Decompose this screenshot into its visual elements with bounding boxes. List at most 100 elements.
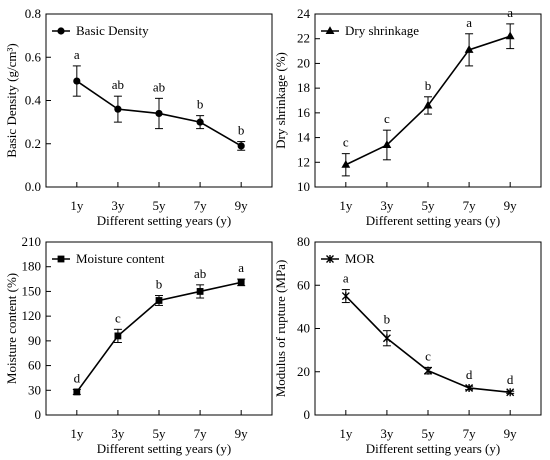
legend-label: Basic Density	[76, 23, 149, 38]
y-tick-label: 40	[297, 321, 310, 336]
x-tick-label: 3y	[380, 426, 394, 441]
x-axis-label: Different setting years (y)	[97, 441, 231, 456]
y-tick-label: 20	[297, 364, 310, 379]
x-tick-label: 3y	[111, 426, 125, 441]
x-tick-label: 5y	[422, 426, 436, 441]
significance-letter: b	[197, 97, 204, 112]
x-tick-label: 7y	[194, 426, 208, 441]
x-tick-label: 5y	[153, 198, 167, 213]
y-tick-label: 60	[28, 358, 41, 373]
marker-square-1	[114, 332, 122, 340]
y-tick-label: 0.0	[25, 179, 41, 194]
significance-letter: ab	[112, 77, 124, 92]
marker-triangle-0	[341, 159, 351, 168]
marker-circle-1	[114, 105, 122, 113]
chart-panel-1: 0.0 0.2 0.4 0.6 0.8 1y 3y 5y 7y 9y Different setti…	[4, 6, 273, 228]
x-tick-label: 9y	[504, 426, 518, 441]
significance-letter: c	[384, 111, 390, 126]
y-tick-label: 150	[22, 283, 42, 298]
y-tick-label: 180	[22, 259, 42, 274]
marker-square-legend	[57, 255, 65, 263]
x-tick-label: 1y	[70, 426, 84, 441]
marker-x-3	[465, 383, 474, 392]
y-tick-label: 0.4	[25, 93, 42, 108]
y-tick-label: 0	[304, 407, 311, 422]
chart-panel-2: 10 12 14 16 18 20 22 24 1y 3y 5y 7y 9y Different sett…	[273, 5, 542, 228]
x-tick-label: 1y	[70, 198, 84, 213]
x-tick-label: 1y	[339, 426, 353, 441]
y-tick-label: 30	[28, 382, 41, 397]
x-tick-label: 9y	[235, 198, 249, 213]
y-tick-label: 20	[297, 55, 310, 70]
marker-triangle-3	[464, 45, 474, 53]
marker-circle-2	[155, 109, 163, 118]
significance-letter: b	[384, 312, 391, 327]
x-axis-label: Different setting years (y)	[97, 213, 231, 228]
y-tick-label: 0.2	[25, 136, 41, 151]
significance-letter: c	[425, 348, 431, 363]
y-tick-label: 90	[28, 333, 41, 348]
significance-letter: ab	[194, 266, 206, 281]
marker-triangle-4	[505, 31, 515, 40]
significance-letter: d	[507, 372, 514, 387]
y-tick-label: 120	[22, 308, 42, 323]
significance-letter: a	[238, 260, 244, 275]
legend-label: Moisture content	[76, 251, 165, 266]
marker-triangle-legend	[325, 26, 335, 34]
y-tick-label: 18	[297, 80, 310, 95]
legend-label: MOR	[345, 251, 375, 266]
marker-square-0	[73, 388, 81, 396]
legend-label: Dry shrinkage	[345, 23, 419, 38]
y-axis-label: Modulus of rupture (MPa)	[273, 260, 288, 398]
y-tick-label: 10	[297, 179, 310, 194]
significance-letter: a	[507, 5, 513, 20]
x-axis-label: Different setting years (y)	[366, 441, 500, 456]
chart-panel-3: 0 30 60 90 120 150 180 210 1y 3y 5y 7y 9y Different s…	[4, 234, 273, 456]
x-tick-label: 9y	[504, 198, 518, 213]
significance-letter: c	[115, 310, 121, 325]
marker-x-1	[382, 334, 391, 343]
x-tick-label: 5y	[422, 198, 436, 213]
y-tick-label: 210	[22, 234, 42, 249]
significance-letter: ab	[153, 79, 165, 94]
x-tick-label: 1y	[339, 198, 353, 213]
marker-x-4	[506, 388, 515, 397]
marker-circle-4	[237, 142, 245, 150]
y-tick-label: 0.6	[25, 49, 42, 64]
marker-x-legend	[326, 255, 334, 263]
significance-letter: b	[156, 277, 163, 292]
marker-circle-legend	[57, 27, 65, 35]
significance-letter: d	[466, 367, 473, 382]
significance-letter: c	[343, 135, 349, 150]
series-line	[345, 295, 511, 394]
y-tick-label: 12	[297, 154, 310, 169]
y-axis-label: Moisture content (%)	[4, 273, 19, 384]
x-axis-label: Different setting years (y)	[366, 213, 500, 228]
x-tick-label: 7y	[194, 198, 208, 213]
significance-letter: a	[343, 271, 349, 286]
marker-x-2	[424, 366, 432, 375]
significance-letter: a	[74, 47, 80, 62]
y-axis-label: Dry shrinkage (%)	[273, 52, 288, 149]
y-tick-label: 0	[35, 407, 42, 422]
marker-square-3	[196, 288, 204, 295]
marker-triangle-2	[423, 100, 433, 109]
marker-triangle-1	[382, 140, 392, 148]
marker-x-0	[341, 292, 350, 301]
chart-panel-4: 0 20 40 60 80 1y 3y 5y 7y 9y Different setting yea…	[273, 234, 542, 456]
y-axis-label: Basic Density (g/cm³)	[4, 43, 19, 157]
x-tick-label: 7y	[463, 426, 477, 441]
marker-square-2	[155, 297, 163, 304]
y-tick-label: 14	[297, 130, 311, 145]
marker-square-4	[237, 278, 245, 286]
marker-circle-3	[196, 118, 204, 126]
y-tick-label: 60	[297, 277, 310, 292]
significance-letter: d	[74, 370, 81, 385]
y-tick-label: 0.8	[25, 6, 41, 21]
x-tick-label: 7y	[463, 198, 477, 213]
x-tick-label: 9y	[235, 426, 249, 441]
y-tick-label: 16	[297, 105, 311, 120]
y-tick-label: 24	[297, 6, 311, 21]
x-tick-label: 3y	[380, 198, 394, 213]
